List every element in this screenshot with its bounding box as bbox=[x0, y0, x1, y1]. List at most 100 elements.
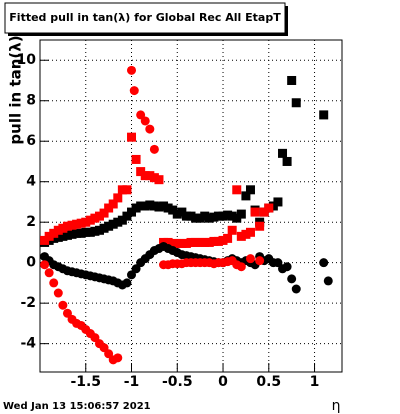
point bbox=[181, 211, 191, 221]
point bbox=[245, 227, 255, 237]
point bbox=[58, 231, 68, 241]
point bbox=[49, 233, 59, 243]
point bbox=[90, 213, 100, 223]
point bbox=[282, 262, 292, 272]
point bbox=[40, 260, 50, 270]
point bbox=[145, 200, 155, 210]
point bbox=[131, 203, 141, 213]
point bbox=[200, 237, 210, 247]
timestamp: Wed Jan 13 15:06:57 2021 bbox=[3, 401, 151, 412]
point bbox=[236, 209, 246, 219]
point bbox=[209, 236, 219, 246]
point bbox=[117, 215, 127, 225]
point bbox=[149, 201, 159, 211]
point bbox=[104, 203, 114, 213]
point bbox=[99, 223, 109, 233]
point bbox=[108, 219, 118, 229]
point bbox=[278, 148, 288, 158]
point bbox=[136, 201, 146, 211]
point bbox=[264, 203, 274, 213]
point bbox=[72, 228, 82, 238]
point bbox=[186, 211, 196, 221]
point bbox=[149, 144, 159, 154]
point bbox=[113, 217, 123, 227]
point bbox=[140, 201, 150, 211]
point bbox=[62, 230, 72, 240]
point bbox=[163, 237, 173, 247]
point bbox=[319, 258, 329, 268]
point bbox=[204, 213, 214, 223]
point bbox=[76, 218, 86, 228]
point bbox=[136, 167, 146, 177]
point bbox=[213, 236, 223, 246]
point bbox=[245, 254, 255, 264]
point bbox=[282, 156, 292, 166]
point bbox=[81, 227, 91, 237]
point bbox=[62, 221, 72, 231]
point bbox=[218, 211, 228, 221]
point bbox=[145, 124, 155, 134]
y-tick-label: -4 bbox=[20, 336, 36, 352]
x-tick-label: -1.5 bbox=[70, 374, 101, 390]
point bbox=[81, 217, 91, 227]
point bbox=[227, 225, 237, 235]
point bbox=[177, 238, 187, 248]
point bbox=[172, 209, 182, 219]
plot-frame bbox=[39, 39, 343, 373]
point bbox=[104, 221, 114, 231]
point bbox=[127, 132, 137, 142]
point bbox=[40, 235, 50, 245]
point bbox=[117, 185, 127, 195]
y-tick-label: 4 bbox=[26, 174, 36, 190]
point bbox=[168, 238, 178, 248]
y-tick-label: -2 bbox=[20, 295, 36, 311]
point bbox=[236, 231, 246, 241]
point bbox=[53, 225, 63, 235]
point bbox=[159, 201, 169, 211]
x-tick-label: -1 bbox=[124, 374, 140, 390]
point bbox=[250, 207, 260, 217]
point bbox=[140, 171, 150, 181]
point bbox=[99, 208, 109, 218]
point bbox=[90, 226, 100, 236]
point bbox=[213, 211, 223, 221]
point bbox=[49, 228, 59, 238]
point bbox=[245, 185, 255, 195]
point bbox=[287, 75, 297, 85]
y-tick-label: 2 bbox=[26, 214, 36, 230]
point bbox=[223, 210, 233, 220]
point bbox=[204, 237, 214, 247]
point bbox=[323, 276, 333, 286]
y-tick-label: 6 bbox=[26, 133, 36, 149]
point bbox=[53, 232, 63, 242]
point bbox=[94, 211, 104, 221]
point bbox=[227, 211, 237, 221]
point bbox=[168, 205, 178, 215]
point bbox=[67, 229, 77, 239]
point bbox=[241, 229, 251, 239]
point bbox=[232, 213, 242, 223]
point bbox=[113, 353, 123, 363]
point bbox=[291, 98, 301, 108]
y-tick-label: 10 bbox=[17, 52, 37, 68]
point bbox=[154, 202, 164, 212]
y-axis-label: pull in tan(λ) bbox=[7, 35, 25, 144]
point bbox=[268, 201, 278, 211]
y-tick-label: 0 bbox=[26, 255, 36, 271]
point bbox=[209, 212, 219, 222]
point bbox=[255, 221, 265, 231]
y-tick-label: 8 bbox=[26, 93, 36, 109]
point bbox=[122, 278, 132, 288]
point bbox=[319, 110, 329, 120]
point bbox=[200, 211, 210, 221]
point bbox=[76, 228, 86, 238]
point bbox=[195, 237, 205, 247]
point bbox=[186, 237, 196, 247]
point bbox=[122, 185, 132, 195]
x-tick-label: -0.5 bbox=[162, 374, 193, 390]
point bbox=[49, 278, 59, 288]
point bbox=[113, 193, 123, 203]
point bbox=[172, 238, 182, 248]
